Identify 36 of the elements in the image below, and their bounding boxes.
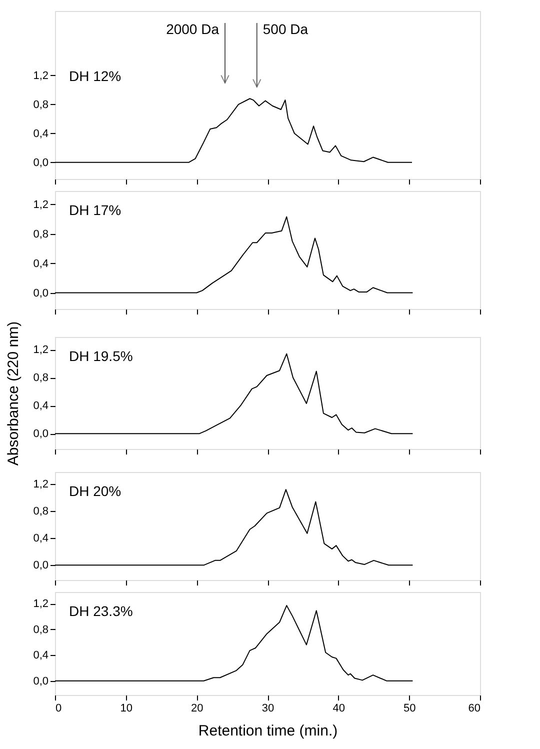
y-tick-label: 1,2: [33, 598, 48, 610]
y-tick-label: 0,0: [33, 287, 48, 300]
y-tick-label: 0,0: [33, 156, 48, 169]
y-tick-label: 0,4: [33, 532, 48, 545]
y-tick-label: 1,2: [33, 478, 48, 491]
y-tick-label: 1,2: [33, 344, 48, 356]
y-axis-title: Absorbance (220 nm): [5, 321, 22, 466]
text: DH 20%: [69, 483, 122, 499]
text: DH 17%: [69, 202, 122, 218]
y-tick-label: 0,4: [33, 650, 48, 662]
y-tick-label: 0,8: [33, 624, 48, 636]
x-tick-label: 30: [262, 702, 274, 714]
y-tick-label: 0,4: [33, 128, 48, 140]
y-tick-label: 1,2: [33, 70, 48, 82]
annotation: 2000 Da: [166, 21, 220, 37]
text: DH 23.3%: [69, 603, 133, 619]
y-tick-label: 0,0: [33, 428, 48, 440]
y-tick-label: 0,4: [33, 400, 48, 412]
x-tick-label: 10: [120, 702, 132, 714]
x-tick-label: 40: [332, 702, 345, 714]
text: DH 12%: [69, 68, 122, 84]
text: DH 19.5%: [69, 348, 133, 364]
x-axis-title: Retention time (min.): [198, 722, 338, 740]
x-tick-label: 50: [404, 702, 416, 714]
y-tick-label: 0,8: [33, 506, 48, 518]
annotation: 500 Da: [262, 21, 308, 37]
x-tick-label: 20: [191, 702, 204, 714]
y-tick-label: 0,8: [33, 98, 48, 111]
y-tick-label: 0,0: [33, 560, 48, 572]
x-tick-label: 60: [468, 702, 480, 714]
y-tick-label: 0,8: [33, 228, 48, 240]
y-tick-label: 0,4: [33, 258, 48, 270]
y-tick-label: 0,0: [33, 675, 48, 688]
y-tick-label: 1,2: [33, 198, 48, 211]
y-tick-label: 0,8: [33, 372, 48, 384]
x-tick-label: 0: [56, 702, 62, 714]
